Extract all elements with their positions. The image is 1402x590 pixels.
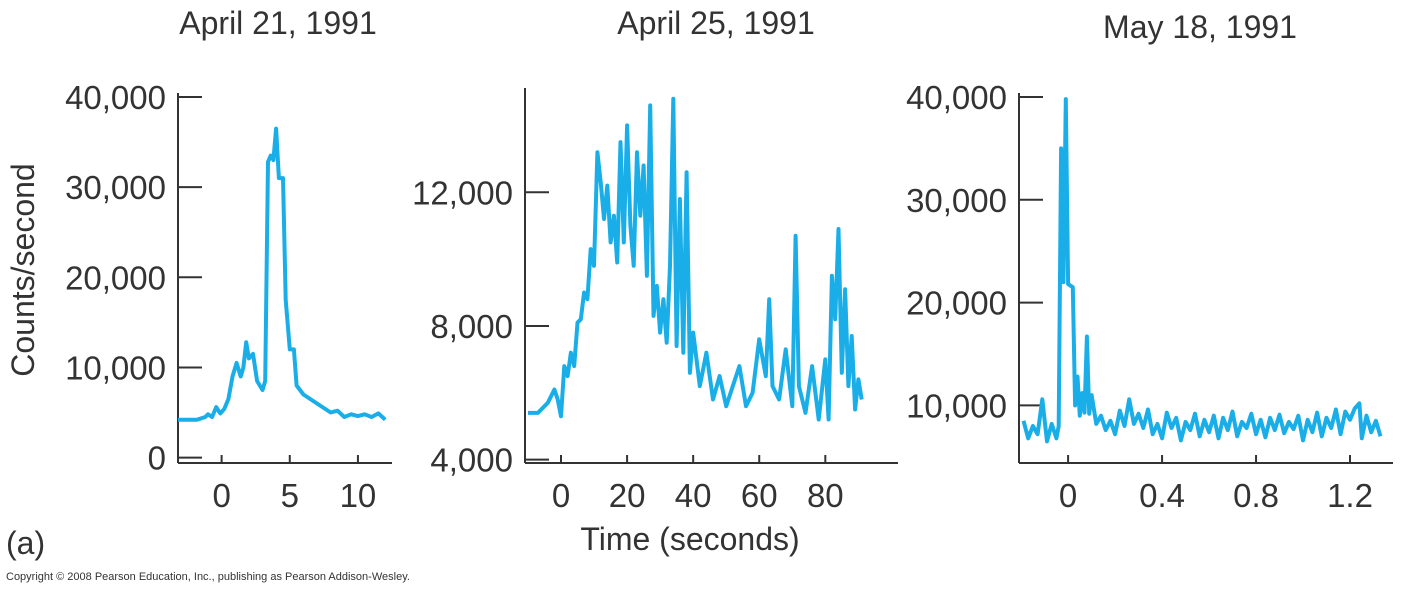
x-tick-label: 20: [609, 477, 646, 514]
data-line: [528, 96, 864, 422]
data-line: [1021, 97, 1383, 444]
chart-title: April 21, 1991: [179, 5, 376, 41]
x-tick-label: 0: [552, 477, 570, 514]
y-tick-label: 8,000: [430, 308, 513, 345]
y-tick-label: 0: [148, 440, 166, 477]
x-tick-label: 60: [741, 477, 778, 514]
x-tick-label: 0.8: [1233, 477, 1279, 514]
panel-label: (a): [6, 525, 45, 561]
y-tick-label: 10,000: [65, 349, 166, 386]
y-tick-label: 40,000: [906, 79, 1007, 116]
x-tick-label: 0: [212, 477, 230, 514]
y-tick-label: 10,000: [906, 387, 1007, 424]
y-axis-label: Counts/second: [5, 163, 41, 376]
x-tick-label: 10: [340, 477, 377, 514]
x-tick-label: 80: [807, 477, 844, 514]
y-tick-label: 20,000: [906, 285, 1007, 322]
y-tick-label: 20,000: [65, 259, 166, 296]
x-tick-label: 0: [1059, 477, 1077, 514]
y-tick-label: 30,000: [906, 182, 1007, 219]
chart-title: April 25, 1991: [617, 5, 814, 41]
y-tick-label: 40,000: [65, 79, 166, 116]
chart-title: May 18, 1991: [1103, 9, 1297, 45]
x-tick-label: 0.4: [1139, 477, 1185, 514]
copyright: Copyright © 2008 Pearson Education, Inc.…: [6, 571, 410, 583]
x-tick-label: 40: [675, 477, 712, 514]
x-tick-label: 5: [281, 477, 299, 514]
y-tick-label: 4,000: [430, 442, 513, 479]
y-tick-label: 12,000: [412, 174, 513, 211]
x-axis-label: Time (seconds): [580, 521, 799, 557]
x-tick-label: 1.2: [1327, 477, 1373, 514]
y-tick-label: 30,000: [65, 169, 166, 206]
data-line: [178, 126, 387, 422]
